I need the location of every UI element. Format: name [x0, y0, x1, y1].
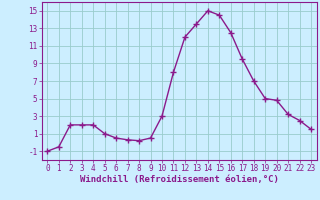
X-axis label: Windchill (Refroidissement éolien,°C): Windchill (Refroidissement éolien,°C) — [80, 175, 279, 184]
